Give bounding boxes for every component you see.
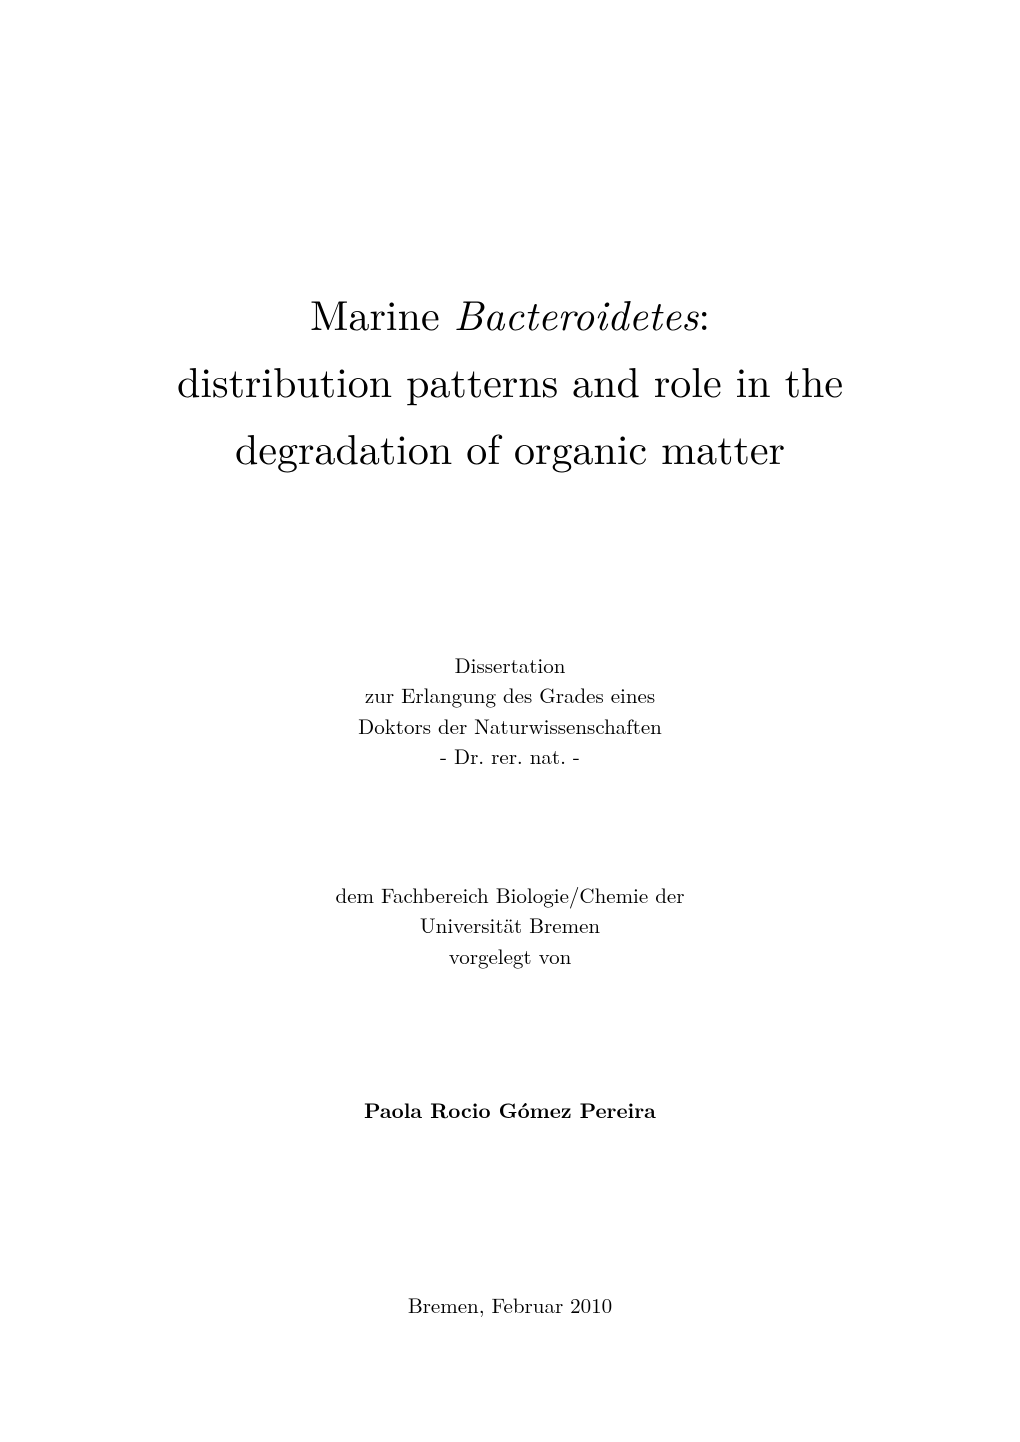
dissertation-title-page: Marine Bacteroidetes: distribution patte… <box>0 0 1020 1442</box>
faculty-line-3: vorgelegt von <box>0 941 1020 971</box>
title-block: Marine Bacteroidetes: distribution patte… <box>0 280 1020 482</box>
title-line-2: distribution patterns and role in the <box>0 347 1020 414</box>
faculty-line-1: dem Fachbereich Biologie/Chemie der <box>0 880 1020 910</box>
submission-date: Bremen, Februar 2010 <box>0 1290 1020 1320</box>
title-line-1: Marine Bacteroidetes: <box>0 280 1020 347</box>
faculty-line-2: Universität Bremen <box>0 910 1020 940</box>
title-line-3: degradation of organic matter <box>0 414 1020 481</box>
dissertation-line-4: - Dr. rer. nat. - <box>0 741 1020 771</box>
faculty-block: dem Fachbereich Biologie/Chemie der Univ… <box>0 880 1020 971</box>
dissertation-line-3: Doktors der Naturwissenschaften <box>0 711 1020 741</box>
title-suffix: : <box>698 284 710 343</box>
dissertation-line-1: Dissertation <box>0 650 1020 680</box>
title-prefix: Marine <box>310 284 454 343</box>
author-name: Paola Rocio Gómez Pereira <box>0 1095 1020 1125</box>
title-italic-term: Bacteroidetes <box>454 284 699 343</box>
dissertation-line-2: zur Erlangung des Grades eines <box>0 680 1020 710</box>
dissertation-block: Dissertation zur Erlangung des Grades ei… <box>0 650 1020 772</box>
